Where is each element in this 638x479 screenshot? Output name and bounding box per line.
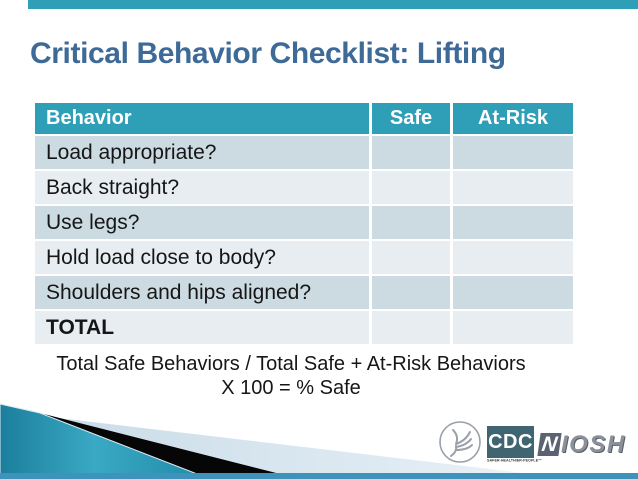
behavior-label: Hold load close to body?	[35, 241, 372, 274]
bottom-accent-bar	[0, 473, 638, 479]
behavior-label: Shoulders and hips aligned?	[35, 276, 372, 309]
behavior-label: Use legs?	[35, 206, 372, 239]
safe-cell	[372, 311, 453, 344]
safe-cell	[372, 206, 453, 239]
cdc-tagline: SAFER·HEALTHIER·PEOPLE™	[487, 459, 542, 463]
safe-cell	[372, 276, 453, 309]
at-risk-cell	[453, 171, 573, 204]
cdc-logo-text: CDC	[487, 426, 534, 458]
at-risk-cell	[453, 136, 573, 169]
table-row: Load appropriate?	[35, 136, 573, 171]
table-row: Shoulders and hips aligned?	[35, 276, 573, 311]
col-header-safe: Safe	[372, 103, 453, 134]
at-risk-cell	[453, 276, 573, 309]
table-row: Hold load close to body?	[35, 241, 573, 276]
black-stripe	[40, 413, 300, 479]
at-risk-cell	[453, 311, 573, 344]
at-risk-cell	[453, 206, 573, 239]
slide-title: Critical Behavior Checklist: Lifting	[30, 37, 506, 70]
formula-line-1: Total Safe Behaviors / Total Safe + At-R…	[56, 353, 526, 375]
col-header-behavior: Behavior	[35, 103, 372, 134]
table-header-row: Behavior Safe At-Risk	[35, 103, 573, 136]
niosh-logo-text: IOSH	[561, 431, 626, 458]
table-body: Load appropriate? Back straight? Use leg…	[35, 136, 573, 346]
hhs-eagle-logo	[439, 421, 481, 463]
table-row: Use legs?	[35, 206, 573, 241]
col-header-at-risk: At-Risk	[477, 107, 548, 129]
at-risk-cell	[453, 241, 573, 274]
behavior-table: Behavior Safe At-Risk Load appropriate? …	[35, 103, 573, 346]
formula-text: Total Safe Behaviors / Total Safe + At-R…	[0, 352, 582, 400]
table-row: Back straight?	[35, 171, 573, 206]
behavior-label: Back straight?	[35, 171, 372, 204]
niosh-logo-n: N	[537, 433, 562, 456]
top-accent-bar	[28, 0, 638, 9]
safe-cell	[372, 241, 453, 274]
safe-cell	[372, 136, 453, 169]
teal-wedge	[0, 403, 211, 479]
formula-line-2: X 100 = % Safe	[221, 377, 361, 399]
cdc-logo: CDC SAFER·HEALTHIER·PEOPLE™	[487, 426, 542, 465]
total-label: TOTAL	[35, 311, 372, 344]
niosh-logo: N IOSH	[537, 431, 626, 458]
behavior-label: Load appropriate?	[35, 136, 372, 169]
safe-cell	[372, 171, 453, 204]
table-row-total: TOTAL	[35, 311, 573, 346]
